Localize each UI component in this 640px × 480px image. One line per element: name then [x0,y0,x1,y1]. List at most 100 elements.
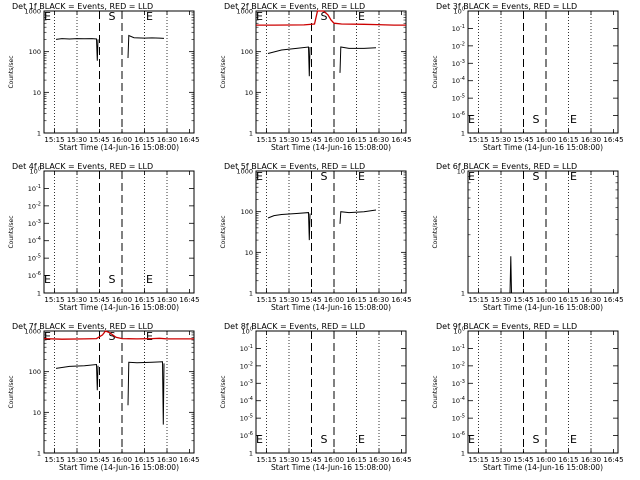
x-tick-label: 16:15 [346,136,366,144]
y-tick-label: 10-2 [240,361,253,370]
x-axis-label: Start Time (14-Jun-16 15:08:00) [59,143,179,152]
y-tick-label: 1000 [236,168,253,176]
x-tick-label: 15:45 [301,136,321,144]
y-axis-label: Counts/sec [432,375,439,408]
x-tick-label: 16:30 [581,136,601,144]
x-tick-label: 15:30 [279,296,299,304]
y-tick-label: 10-6 [452,431,465,440]
y-tick-label: 100 [242,327,253,336]
marker-e-start: E [44,330,51,343]
marker-s: S [109,330,116,343]
x-tick-label: 15:45 [89,456,109,464]
x-tick-label: 15:15 [256,456,276,464]
marker-s: S [109,10,116,23]
marker-e-start: E [256,10,263,23]
x-tick-label: 15:15 [44,296,64,304]
panel-title: Det 6f BLACK = Events, RED = LLD [436,162,577,171]
marker-e-start: E [44,273,51,286]
x-tick-label: 15:30 [67,136,87,144]
panel-det-6f: Det 6f BLACK = Events, RED = LLD 15:15 15:… [432,162,624,312]
y-tick-label: 10-1 [452,344,465,353]
y-axis-label: Counts/sec [220,215,227,248]
events-series-line [127,361,165,425]
y-tick-label: 1000 [24,8,41,16]
y-tick-label: 10-5 [452,414,465,423]
marker-e-end: E [358,10,365,23]
y-axis-label: Counts/sec [220,375,227,408]
x-tick-label: 16:30 [369,136,389,144]
marker-e-end: E [358,433,365,446]
y-tick-label: 10-6 [240,431,253,440]
y-tick-label: 10-4 [28,236,41,245]
x-tick-label: 16:00 [112,296,132,304]
x-tick-label: 16:45 [391,136,411,144]
x-tick-label: 15:45 [513,456,533,464]
y-tick-label: 1000 [24,328,41,336]
y-tick-label: 10 [245,249,253,257]
y-tick-label: 1 [37,450,41,458]
y-axis-label: Counts/sec [8,215,15,248]
marker-e-start: E [256,433,263,446]
y-tick-label: 10-2 [452,41,465,50]
y-tick-label: 10-3 [240,379,253,388]
marker-s: S [321,433,328,446]
x-tick-label: 15:30 [279,456,299,464]
marker-s: S [533,433,540,446]
marker-s: S [321,10,328,23]
panel-title: Det 5f BLACK = Events, RED = LLD [224,162,365,171]
lld-series-line [43,330,194,340]
x-axis-label: Start Time (14-Jun-16 15:08:00) [483,303,603,312]
x-tick-label: 16:45 [603,456,623,464]
plot-frame [255,170,407,294]
x-tick-label: 16:30 [157,456,177,464]
x-tick-label: 16:30 [369,296,389,304]
y-tick-label: 10-6 [28,271,41,280]
plot-frame [43,10,195,134]
y-tick-label: 10-3 [28,219,41,228]
y-tick-label: 1 [461,130,465,138]
x-tick-label: 16:45 [179,136,199,144]
events-series-line [55,38,99,61]
x-tick-label: 15:15 [256,136,276,144]
x-tick-label: 15:30 [491,456,511,464]
y-tick-label: 1 [461,450,465,458]
panel-title: Det 8f BLACK = Events, RED = LLD [224,322,365,331]
x-tick-label: 16:00 [324,456,344,464]
y-tick-label: 1 [249,290,253,298]
x-tick-label: 16:45 [603,296,623,304]
y-tick-label: 10-1 [452,24,465,33]
plot-frame [43,170,195,294]
y-tick-label: 1000 [236,8,253,16]
y-tick-label: 10 [457,168,465,176]
y-tick-label: 1 [249,450,253,458]
x-tick-label: 16:30 [157,296,177,304]
y-tick-label: 10-4 [240,396,253,405]
x-tick-label: 15:15 [468,296,488,304]
marker-e-end: E [570,113,577,126]
marker-e-start: E [468,113,475,126]
x-axis-label: Start Time (14-Jun-16 15:08:00) [271,303,391,312]
panel-title: Det 1f BLACK = Events, RED = LLD [12,2,153,11]
y-axis-label: Counts/sec [8,55,15,88]
x-tick-label: 15:45 [513,296,533,304]
events-series-line [55,363,99,391]
marker-e-end: E [146,330,153,343]
marker-e-start: E [256,170,263,183]
y-tick-label: 10-3 [452,379,465,388]
marker-e-start: E [468,170,475,183]
panel-title: Det 7f BLACK = Events, RED = LLD [12,322,153,331]
marker-e-end: E [570,170,577,183]
panel-title: Det 9f BLACK = Events, RED = LLD [436,322,577,331]
x-tick-label: 15:45 [513,136,533,144]
plot-frame [255,330,407,454]
events-series-line [509,256,512,294]
y-tick-label: 10-2 [452,361,465,370]
x-tick-label: 15:30 [67,296,87,304]
x-tick-label: 15:30 [67,456,87,464]
y-tick-label: 1 [37,130,41,138]
y-tick-label: 100 [30,167,41,176]
x-tick-label: 16:00 [324,136,344,144]
